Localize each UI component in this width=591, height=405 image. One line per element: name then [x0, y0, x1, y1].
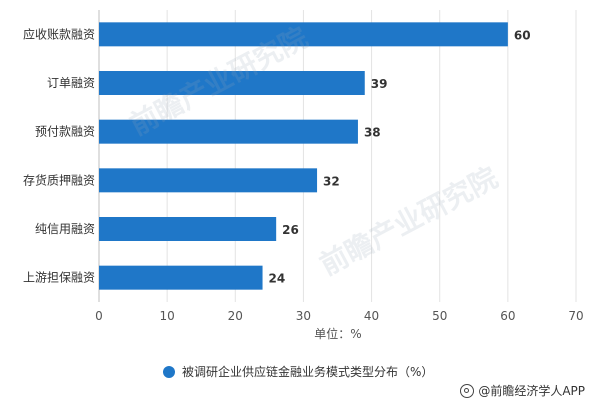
legend-marker	[163, 365, 175, 378]
x-tick-label: 20	[228, 309, 243, 323]
x-axis-label: 单位：%	[314, 326, 361, 341]
grid-lines	[98, 10, 577, 302]
value-label: 39	[371, 77, 388, 91]
value-label: 26	[282, 223, 299, 237]
credit-text: @前瞻经济学人APP	[478, 384, 585, 398]
x-tick-label: 30	[296, 309, 311, 323]
bars	[99, 22, 508, 290]
bar	[99, 119, 358, 144]
legend: 被调研企业供应链金融业务模式类型分布（%）	[163, 363, 433, 380]
x-tick-label: 40	[364, 309, 379, 323]
bar	[99, 168, 318, 193]
category-label: 存货质押融资	[23, 172, 95, 187]
logo-icon	[460, 383, 475, 398]
category-label: 纯信用融资	[35, 222, 95, 236]
value-label: 60	[514, 28, 531, 42]
x-tick-label: 70	[568, 309, 583, 323]
category-label: 上游担保融资	[23, 271, 95, 285]
x-tick-label: 0	[95, 309, 103, 323]
x-tick-label: 10	[160, 309, 175, 323]
legend-label: 被调研企业供应链金融业务模式类型分布（%）	[182, 365, 434, 379]
bar	[99, 22, 508, 47]
category-label: 应收账款融资	[23, 26, 95, 41]
value-label: 38	[364, 126, 381, 140]
x-tick-label: 50	[432, 309, 447, 323]
value-label: 24	[269, 272, 286, 286]
category-label: 预付款融资	[35, 125, 95, 139]
bar	[99, 217, 277, 241]
category-label: 订单融资	[47, 76, 95, 90]
x-tick-label: 60	[500, 309, 515, 323]
bar	[99, 265, 263, 290]
bar	[99, 71, 365, 95]
value-label: 32	[323, 174, 340, 188]
value-labels: 60 39 38 32 26 24	[269, 28, 531, 285]
x-tick-labels: 0 10 20 30 40 50 60 70	[95, 309, 583, 323]
source-credit: @前瞻经济学人APP	[460, 382, 585, 399]
